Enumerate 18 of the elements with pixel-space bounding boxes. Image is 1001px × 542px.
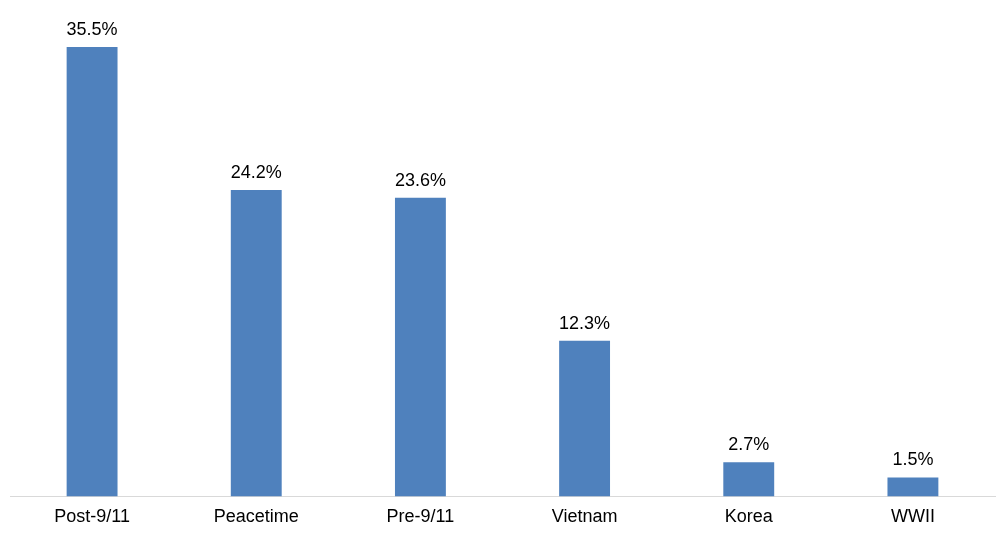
x-tick-label: Post-9/11 <box>54 506 130 527</box>
x-tick-label: Korea <box>724 506 774 527</box>
x-tick-label: Pre-9/11 <box>386 506 455 527</box>
data-label: 1.5% <box>892 449 934 470</box>
bar <box>230 190 282 497</box>
data-label: 35.5% <box>66 18 118 39</box>
data-label: 12.3% <box>559 312 611 333</box>
bar <box>723 462 775 497</box>
x-tick-label: Peacetime <box>213 506 299 527</box>
x-tick-label: Vietnam <box>551 506 618 527</box>
data-label: 23.6% <box>394 169 446 190</box>
bar <box>887 477 939 497</box>
data-label: 24.2% <box>230 162 282 183</box>
bar <box>559 340 611 497</box>
data-label: 2.7% <box>728 434 770 455</box>
bar <box>394 197 446 497</box>
x-tick-label: WWII <box>890 506 935 527</box>
bar <box>66 47 118 497</box>
